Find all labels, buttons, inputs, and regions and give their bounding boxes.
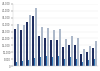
- Bar: [82, 62, 84, 66]
- Bar: [60, 29, 61, 66]
- Bar: [92, 48, 94, 66]
- Bar: [70, 57, 72, 66]
- Bar: [80, 54, 82, 66]
- Bar: [26, 22, 28, 66]
- Bar: [28, 60, 30, 66]
- Bar: [40, 57, 42, 66]
- Bar: [76, 59, 78, 66]
- Bar: [64, 59, 66, 66]
- Bar: [22, 61, 24, 66]
- Bar: [84, 49, 85, 66]
- Bar: [86, 52, 88, 66]
- Bar: [88, 60, 90, 66]
- Bar: [34, 58, 36, 66]
- Bar: [36, 8, 37, 66]
- Bar: [46, 56, 48, 66]
- Bar: [66, 39, 67, 66]
- Bar: [56, 40, 58, 66]
- Bar: [16, 62, 18, 66]
- Bar: [68, 45, 70, 66]
- Bar: [94, 59, 96, 66]
- Bar: [52, 57, 54, 66]
- Bar: [24, 24, 25, 66]
- Bar: [14, 29, 16, 66]
- Bar: [50, 40, 52, 66]
- Bar: [58, 56, 60, 66]
- Bar: [30, 15, 31, 66]
- Bar: [96, 41, 97, 66]
- Bar: [90, 46, 91, 66]
- Bar: [74, 45, 76, 66]
- Bar: [20, 30, 22, 66]
- Bar: [32, 16, 34, 66]
- Bar: [42, 27, 43, 66]
- Bar: [44, 38, 46, 66]
- Bar: [38, 36, 40, 66]
- Bar: [72, 36, 73, 66]
- Bar: [62, 47, 64, 66]
- Bar: [54, 30, 55, 66]
- Bar: [18, 24, 19, 66]
- Bar: [78, 38, 79, 66]
- Bar: [48, 28, 49, 66]
